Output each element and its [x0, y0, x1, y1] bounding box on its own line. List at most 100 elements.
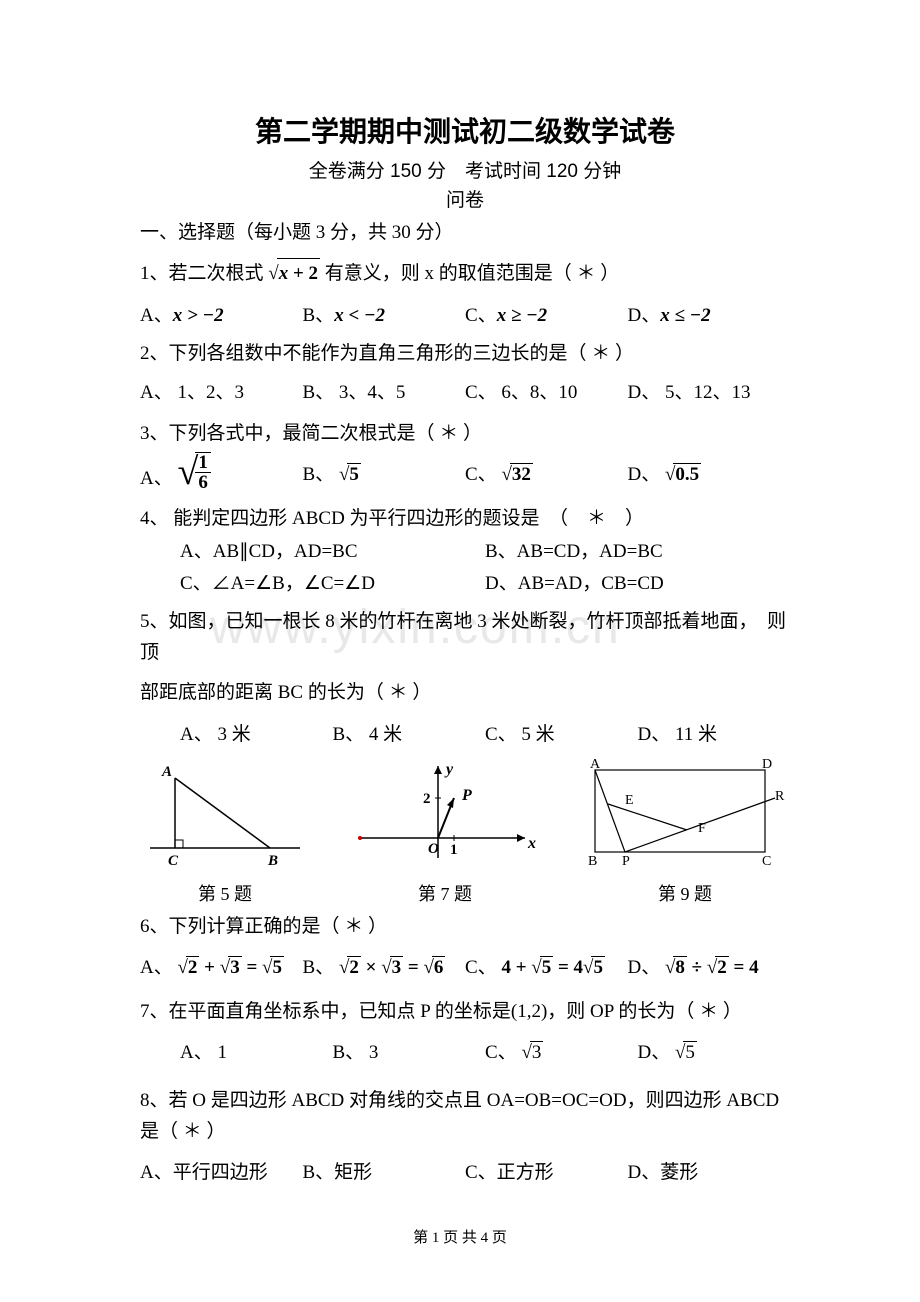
- q7-c-label: C、: [485, 1042, 521, 1063]
- q6-options: A、 √2 + √3 = √5 B、 √2 × √3 = √6 C、 4 + √…: [140, 952, 790, 979]
- q3-frac-den: 6: [195, 473, 211, 492]
- q6-d-label: D、: [628, 957, 661, 978]
- q4-a: A、AB∥CD，AD=BC: [180, 537, 485, 567]
- page-content: 第二学期期中测试初二级数学试卷 全卷满分 150 分 考试时间 120 分钟 问…: [140, 110, 790, 1184]
- q1-b-label: B、: [303, 305, 335, 326]
- label-F: F: [698, 821, 706, 836]
- q2-b: B、 3、4、5: [303, 379, 466, 408]
- sqrt-icon: √32: [501, 463, 532, 486]
- q3-options: A、 √ 1 6 B、 √5 C、 √32 D、 √0.5: [140, 452, 790, 492]
- q6-text: 6、下列计算正确的是（ ＊ ）: [140, 912, 790, 942]
- q7-d-val: 5: [683, 1041, 697, 1064]
- figure-q7: y x O P 1 2 第 7 题: [350, 758, 540, 906]
- label-A: A: [161, 764, 172, 780]
- figure-q9: A D B C P R E F 第 9 题: [580, 758, 790, 906]
- label-E: E: [625, 793, 634, 808]
- label-A: A: [590, 758, 601, 772]
- section1-header: 一、选择题（每小题 3 分，共 30 分）: [140, 218, 790, 248]
- q3-b-label: B、: [303, 464, 335, 485]
- q2-c: C、 6、8、10: [465, 379, 628, 408]
- sqrt-icon: √x + 2: [268, 258, 320, 289]
- label-R: R: [775, 789, 785, 804]
- q5-d: D、 11 米: [638, 719, 791, 746]
- section-label: 问卷: [140, 185, 790, 212]
- sqrt-icon: √5: [339, 463, 361, 486]
- q4-text: 4、 能判定四边形 ABCD 为平行四边形的题设是 （ ＊ ）: [140, 504, 790, 534]
- q9-caption: 第 9 题: [580, 880, 790, 906]
- q7-text: 7、在平面直角坐标系中，已知点 P 的坐标是(1,2)，则 OP 的长为（ ＊ …: [140, 997, 790, 1027]
- q1-text-b: 有意义，则 x 的取值范围是（ ＊ ）: [325, 263, 620, 284]
- label-B: B: [267, 853, 278, 868]
- q1-b-val: x < −2: [334, 305, 385, 326]
- label-C: C: [168, 853, 179, 868]
- sqrt-icon: √ 1 6: [177, 452, 210, 492]
- q5-b: B、 4 米: [333, 719, 486, 746]
- label-y: y: [444, 761, 454, 778]
- q3-frac-num: 1: [195, 453, 211, 473]
- q2-d: D、 5、12、13: [628, 379, 791, 408]
- label-P: P: [622, 854, 630, 868]
- q5-a: A、 3 米: [180, 719, 333, 746]
- q7-c-val: 3: [530, 1041, 544, 1064]
- q5-text1: 5、如图，已知一根长 8 米的竹杆在离地 3 米处断裂，竹杆顶部抵着地面， 则顶: [140, 607, 790, 668]
- q1-expr: x: [279, 263, 289, 284]
- q7-d-label: D、: [638, 1042, 675, 1063]
- q2-text: 2、下列各组数中不能作为直角三角形的三边长的是（ ＊ ）: [140, 339, 790, 369]
- label-C: C: [762, 854, 771, 868]
- q8-c: C、正方形: [465, 1157, 628, 1184]
- q4-c: C、∠A=∠B，∠C=∠D: [180, 569, 485, 599]
- q8-a: A、平行四边形: [140, 1157, 303, 1184]
- q3-d-label: D、: [628, 464, 661, 485]
- q9-diagram: A D B C P R E F: [580, 758, 790, 868]
- q5-options: A、 3 米 B、 4 米 C、 5 米 D、 11 米: [140, 719, 790, 746]
- q6-b-label: B、: [303, 957, 339, 978]
- q4-block: 4、 能判定四边形 ABCD 为平行四边形的题设是 （ ＊ ） A、AB∥CD，…: [140, 504, 790, 599]
- label-P: P: [461, 787, 472, 804]
- label-1: 1: [450, 842, 458, 858]
- figures-row: A C B 第 5 题 y x O P 1: [140, 758, 790, 906]
- q1-d-val: x ≤ −2: [660, 305, 710, 326]
- q7-diagram: y x O P 1 2: [350, 758, 540, 868]
- label-B: B: [588, 854, 597, 868]
- q1-text-a: 1、若二次根式: [140, 263, 264, 284]
- q7-caption: 第 7 题: [350, 880, 540, 906]
- q7-b: B、 3: [333, 1037, 486, 1064]
- label-D: D: [762, 758, 772, 772]
- page-footer: 第 1 页 共 4 页: [0, 1226, 920, 1247]
- q8-text: 8、若 O 是四边形 ABCD 对角线的交点且 OA=OB=OC=OD，则四边形…: [140, 1086, 790, 1147]
- q5-text2: 部距底部的距离 BC 的长为（ ＊ ）: [140, 678, 790, 708]
- q7-options: A、 1 B、 3 C、 √3 D、 √5: [140, 1037, 790, 1064]
- q1-text: 1、若二次根式 √x + 2 有意义，则 x 的取值范围是（ ＊ ）: [140, 258, 790, 289]
- q1-a-val: x > −2: [173, 305, 224, 326]
- exam-title: 第二学期期中测试初二级数学试卷: [140, 110, 790, 150]
- q2-options: A、 1、2、3 B、 3、4、5 C、 6、8、10 D、 5、12、13: [140, 379, 790, 408]
- q5-diagram: A C B: [140, 758, 310, 868]
- q2-a: A、 1、2、3: [140, 379, 303, 408]
- q4-d: D、AB=AD，CB=CD: [485, 569, 790, 599]
- q7-a: A、 1: [180, 1037, 333, 1064]
- figure-q5: A C B 第 5 题: [140, 758, 310, 906]
- q4-b: B、AB=CD，AD=BC: [485, 537, 790, 567]
- sqrt-icon: √0.5: [665, 463, 701, 486]
- q1-a-label: A、: [140, 305, 173, 326]
- q3-b-val: 5: [347, 463, 361, 486]
- q8-d: D、菱形: [628, 1157, 791, 1184]
- q1-d-label: D、: [628, 305, 661, 326]
- label-2: 2: [423, 791, 431, 807]
- label-x: x: [527, 835, 536, 852]
- q8-options: A、平行四边形 B、矩形 C、正方形 D、菱形: [140, 1157, 790, 1184]
- q1-options: A、x > −2 B、x < −2 C、x ≥ −2 D、x ≤ −2: [140, 300, 790, 327]
- q3-d-val: 0.5: [673, 463, 701, 486]
- q5-c: C、 5 米: [485, 719, 638, 746]
- q1-c-val: x ≥ −2: [497, 305, 547, 326]
- q8-b: B、矩形: [303, 1157, 466, 1184]
- q3-a-label: A、: [140, 468, 173, 489]
- q3-c-label: C、: [465, 464, 497, 485]
- q3-text: 3、下列各式中，最简二次根式是（ ＊ ）: [140, 420, 790, 449]
- q5-caption: 第 5 题: [140, 880, 310, 906]
- label-O: O: [428, 841, 439, 857]
- q3-c-val: 32: [510, 463, 533, 486]
- q6-a-label: A、: [140, 957, 173, 978]
- q6-c-label: C、: [465, 957, 497, 978]
- q1-c-label: C、: [465, 305, 497, 326]
